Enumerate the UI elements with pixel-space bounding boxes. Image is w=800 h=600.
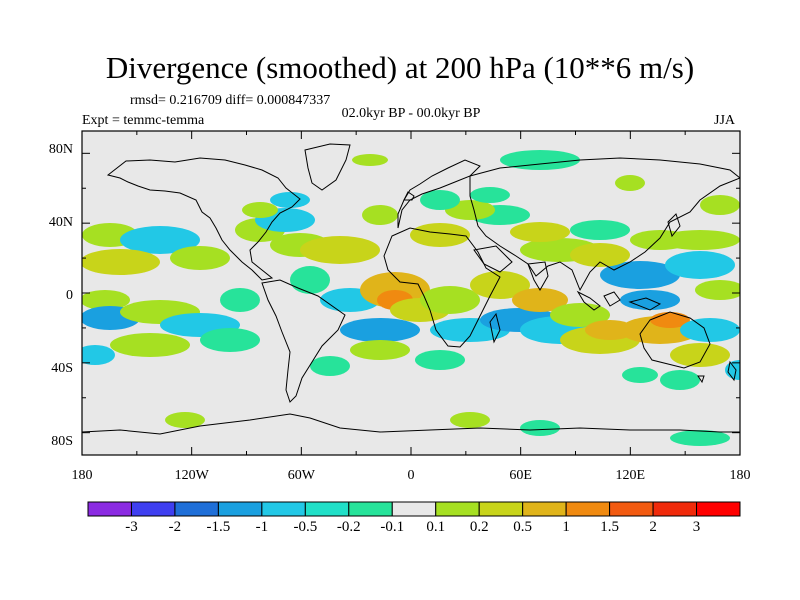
x-tick-180e: 180: [729, 468, 751, 483]
anomaly-region: [600, 261, 680, 289]
anomaly-region: [170, 246, 230, 270]
anomaly-region: [622, 367, 658, 383]
x-tick-180w: 180: [71, 468, 93, 483]
colorbar-swatch: [609, 501, 654, 517]
anomaly-region: [470, 271, 530, 299]
anomaly-region: [585, 320, 635, 340]
colorbar-label: -1: [255, 519, 269, 535]
anomaly-region: [242, 202, 278, 218]
anomaly-region: [570, 220, 630, 240]
y-tick-80n: 80N: [48, 142, 73, 157]
anomaly-region: [200, 328, 260, 352]
anomaly-region: [512, 288, 568, 312]
colorbar-swatch: [478, 501, 524, 517]
anomaly-region: [82, 345, 115, 365]
colorbar-label: 0.1: [426, 519, 446, 535]
colorbar-label: -0.5: [293, 519, 318, 535]
colorbar-label: 0.5: [513, 519, 533, 535]
anomaly-region: [615, 175, 645, 191]
colorbar: [87, 501, 741, 517]
anomaly-region: [410, 223, 470, 247]
anomaly-region: [670, 430, 730, 446]
anomaly-region: [470, 187, 510, 203]
anomaly-region: [165, 412, 205, 428]
colorbar-swatch: [565, 501, 611, 517]
anomaly-region: [120, 226, 200, 254]
anomaly-region: [660, 230, 740, 250]
anomaly-region: [445, 200, 495, 220]
season-label: JJA: [714, 113, 736, 128]
anomaly-region: [110, 333, 190, 357]
colorbar-swatch: [522, 501, 567, 517]
anomaly-region: [510, 222, 570, 242]
anomaly-region: [362, 205, 398, 225]
colorbar-swatch: [696, 501, 741, 517]
colorbar-label: 3: [692, 519, 701, 535]
anomaly-region: [700, 195, 740, 215]
anomaly-region: [220, 288, 260, 312]
colorbar-label: -0.2: [336, 519, 361, 535]
colorbar-swatch: [174, 501, 219, 517]
period-label: 02.0kyr BP - 00.0kyr BP: [341, 106, 481, 121]
colorbar-label: 1: [562, 519, 570, 535]
x-tick-120w: 120W: [174, 468, 209, 483]
colorbar-swatch: [435, 501, 480, 517]
colorbar-swatch: [130, 501, 176, 517]
anomaly-region: [415, 350, 465, 370]
experiment-label: Expt = temmc-temma: [82, 113, 205, 128]
x-tick-60e: 60E: [509, 468, 532, 483]
anomaly-region: [680, 318, 740, 342]
anomaly-region: [660, 370, 700, 390]
x-tick-0: 0: [407, 468, 415, 483]
anomaly-region: [340, 318, 420, 342]
colorbar-swatch: [87, 501, 132, 517]
colorbar-label: -2: [168, 519, 182, 535]
anomaly-region: [420, 190, 460, 210]
colorbar-label: 0.2: [469, 519, 489, 535]
anomaly-region: [665, 251, 735, 279]
colorbar-label: -3: [125, 519, 138, 535]
y-tick-40n: 40N: [48, 215, 73, 230]
colorbar-swatch: [304, 501, 350, 517]
colorbar-label: 1.5: [600, 519, 619, 535]
colorbar-swatch: [348, 501, 393, 517]
anomaly-region: [450, 412, 490, 428]
colorbar-swatch: [261, 501, 306, 517]
anomaly-region: [310, 356, 350, 376]
plot-title: Divergence (smoothed) at 200 hPa (10**6 …: [105, 50, 695, 85]
coastlines: [82, 143, 740, 435]
anomaly-region: [420, 286, 480, 314]
anomaly-region: [670, 343, 730, 367]
colorbar-swatch: [391, 501, 437, 517]
anomaly-region: [725, 360, 740, 380]
x-tick-120e: 120E: [615, 468, 646, 483]
y-tick-80s: 80S: [51, 434, 73, 449]
anomaly-region: [270, 192, 310, 208]
colorbar-swatch: [217, 501, 263, 517]
anomaly-region: [82, 290, 130, 310]
anomaly-region: [695, 280, 740, 300]
colorbar-label: 2: [649, 519, 657, 535]
anomaly-region: [352, 154, 388, 166]
anomaly-region: [300, 236, 380, 264]
y-tick-0: 0: [66, 288, 73, 303]
y-tick-40s: 40S: [51, 361, 73, 376]
statistics-text: rmsd= 0.216709 diff= 0.000847337: [130, 93, 331, 108]
anomaly-region: [350, 340, 410, 360]
anomaly-region: [82, 249, 160, 275]
anomaly-region: [570, 243, 630, 267]
colorbar-label: -1.5: [206, 519, 231, 535]
colorbar-swatch: [652, 501, 698, 517]
anomaly-region: [500, 150, 580, 170]
anomaly-region: [520, 420, 560, 436]
anomaly-region: [290, 266, 330, 294]
colorbar-label: -0.1: [380, 519, 405, 535]
x-tick-60w: 60W: [287, 468, 315, 483]
